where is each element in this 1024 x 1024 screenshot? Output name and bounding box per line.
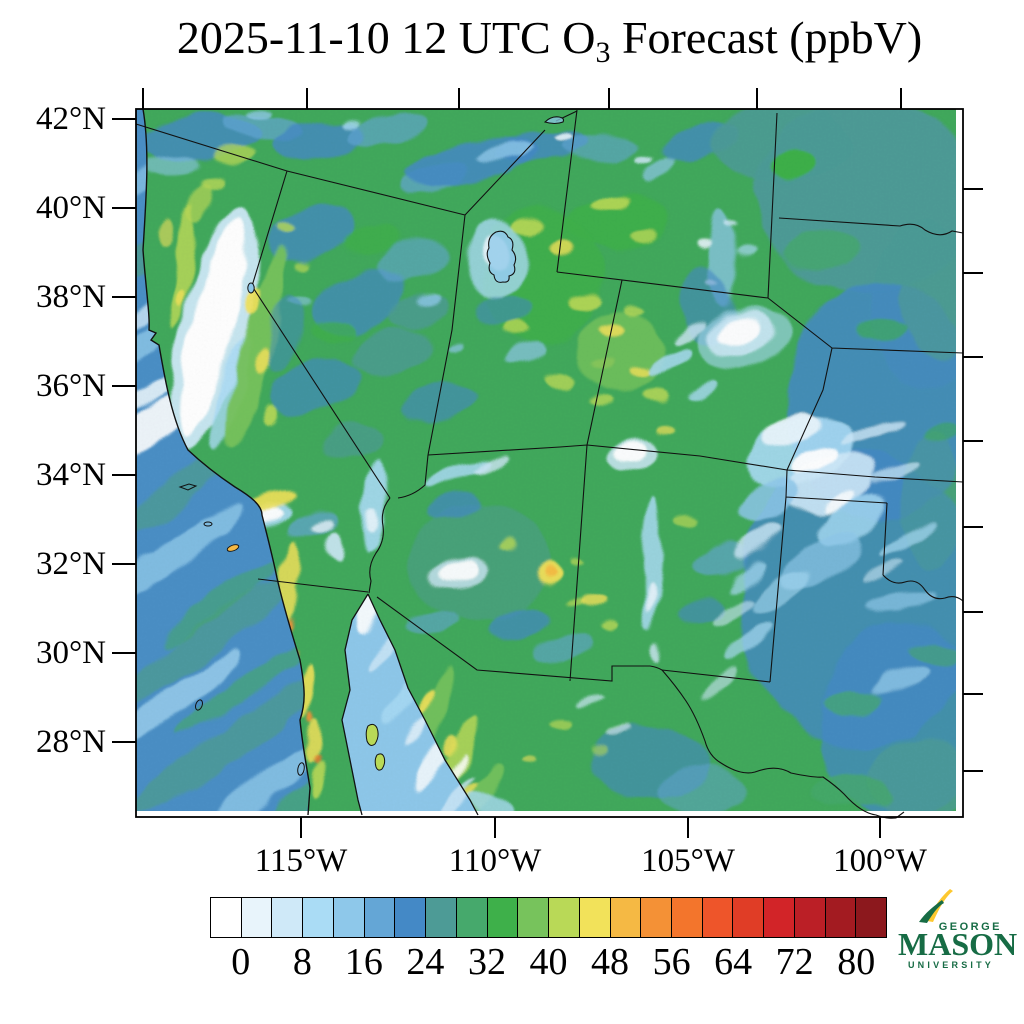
colorbar-cell [702,898,734,937]
colorbar-cell [579,898,611,937]
colorbar-tick-label: 80 [837,941,876,983]
map-linework [135,108,964,819]
colorbar [210,897,887,938]
map-title: 2025-11-10 12 UTC O3 Forecast (ppbV) [136,6,963,85]
title-main: 2025-11-10 12 UTC O [176,12,596,63]
logo-university: UNIVERSITY [907,960,994,970]
colorbar-tick-label: 40 [529,941,568,983]
lat-tick-label: 40°N [35,190,106,226]
colorbar-tick-label: 72 [775,941,814,983]
lat-tick-label: 38°N [35,279,106,315]
colorbar-tick-label: 64 [714,941,753,983]
colorbar-cell [856,898,887,937]
gmu-leaf-icon [919,889,953,923]
colorbar-cell [518,898,550,937]
colorbar-cell [733,898,765,937]
lon-tick-label: 100°W [833,843,927,879]
gmu-logo: GEORGE MASON UNIVERSITY [898,888,1018,972]
colorbar-tick-label: 0 [231,941,251,983]
colorbar-cell [426,898,457,937]
bear-lake [543,116,565,125]
map-frame [135,108,964,818]
colorbar-tick-label: 8 [292,941,312,983]
colorbar-cell [364,898,396,937]
colorbar-cell [211,898,242,937]
colorbar-cell [672,898,703,937]
colorbar-tick-label: 16 [344,941,383,983]
lon-tick-label: 110°W [448,843,542,879]
channel-islands [178,483,305,776]
colorbar-cell [333,898,365,937]
colorbar-tick-label: 48 [591,941,630,983]
lat-tick-label: 32°N [35,546,106,582]
colorbar-cell [794,898,826,937]
lat-tick-label: 30°N [35,635,106,671]
axis-ticks [112,88,983,838]
lon-tick-label: 115°W [254,843,348,879]
lat-tick-label: 34°N [35,457,106,493]
lat-tick-label: 36°N [35,368,106,404]
lat-tick-label: 42°N [35,101,106,137]
colorbar-cell [303,898,334,937]
title-subscript: 3 [595,36,611,69]
colorbar-cell [272,898,304,937]
santa-catalina-island [226,544,240,552]
colorbar-cell [825,898,857,937]
colorbar-cell [395,898,427,937]
lon-tick-label: 105°W [641,843,735,879]
colorado-river [368,497,391,594]
colorbar-cell [764,898,795,937]
colorbar-tick-label: 24 [406,941,445,983]
colorbar-tick-label: 56 [652,941,691,983]
colorbar-cell [610,898,642,937]
great-salt-lake [486,230,517,283]
colorbar-tick-label: 32 [467,941,506,983]
colorbar-cell [641,898,673,937]
title-tail: Forecast (ppbV) [610,12,923,63]
colorbar-cell [487,898,519,937]
logo-mason: MASON [898,926,1018,962]
coastline [142,108,311,816]
red-river [882,574,964,602]
colorbar-cell [549,898,580,937]
lake-tahoe [247,282,255,294]
logo-george: GEORGE [938,921,1002,933]
state-borders [135,109,964,683]
gulf-shorelines [341,593,479,816]
gulf-islands [365,723,386,771]
lat-tick-label: 28°N [35,724,106,760]
colorbar-cell [456,898,488,937]
rio-grande-river [649,665,905,819]
ozone-field [136,109,956,811]
colorbar-cell [241,898,273,937]
